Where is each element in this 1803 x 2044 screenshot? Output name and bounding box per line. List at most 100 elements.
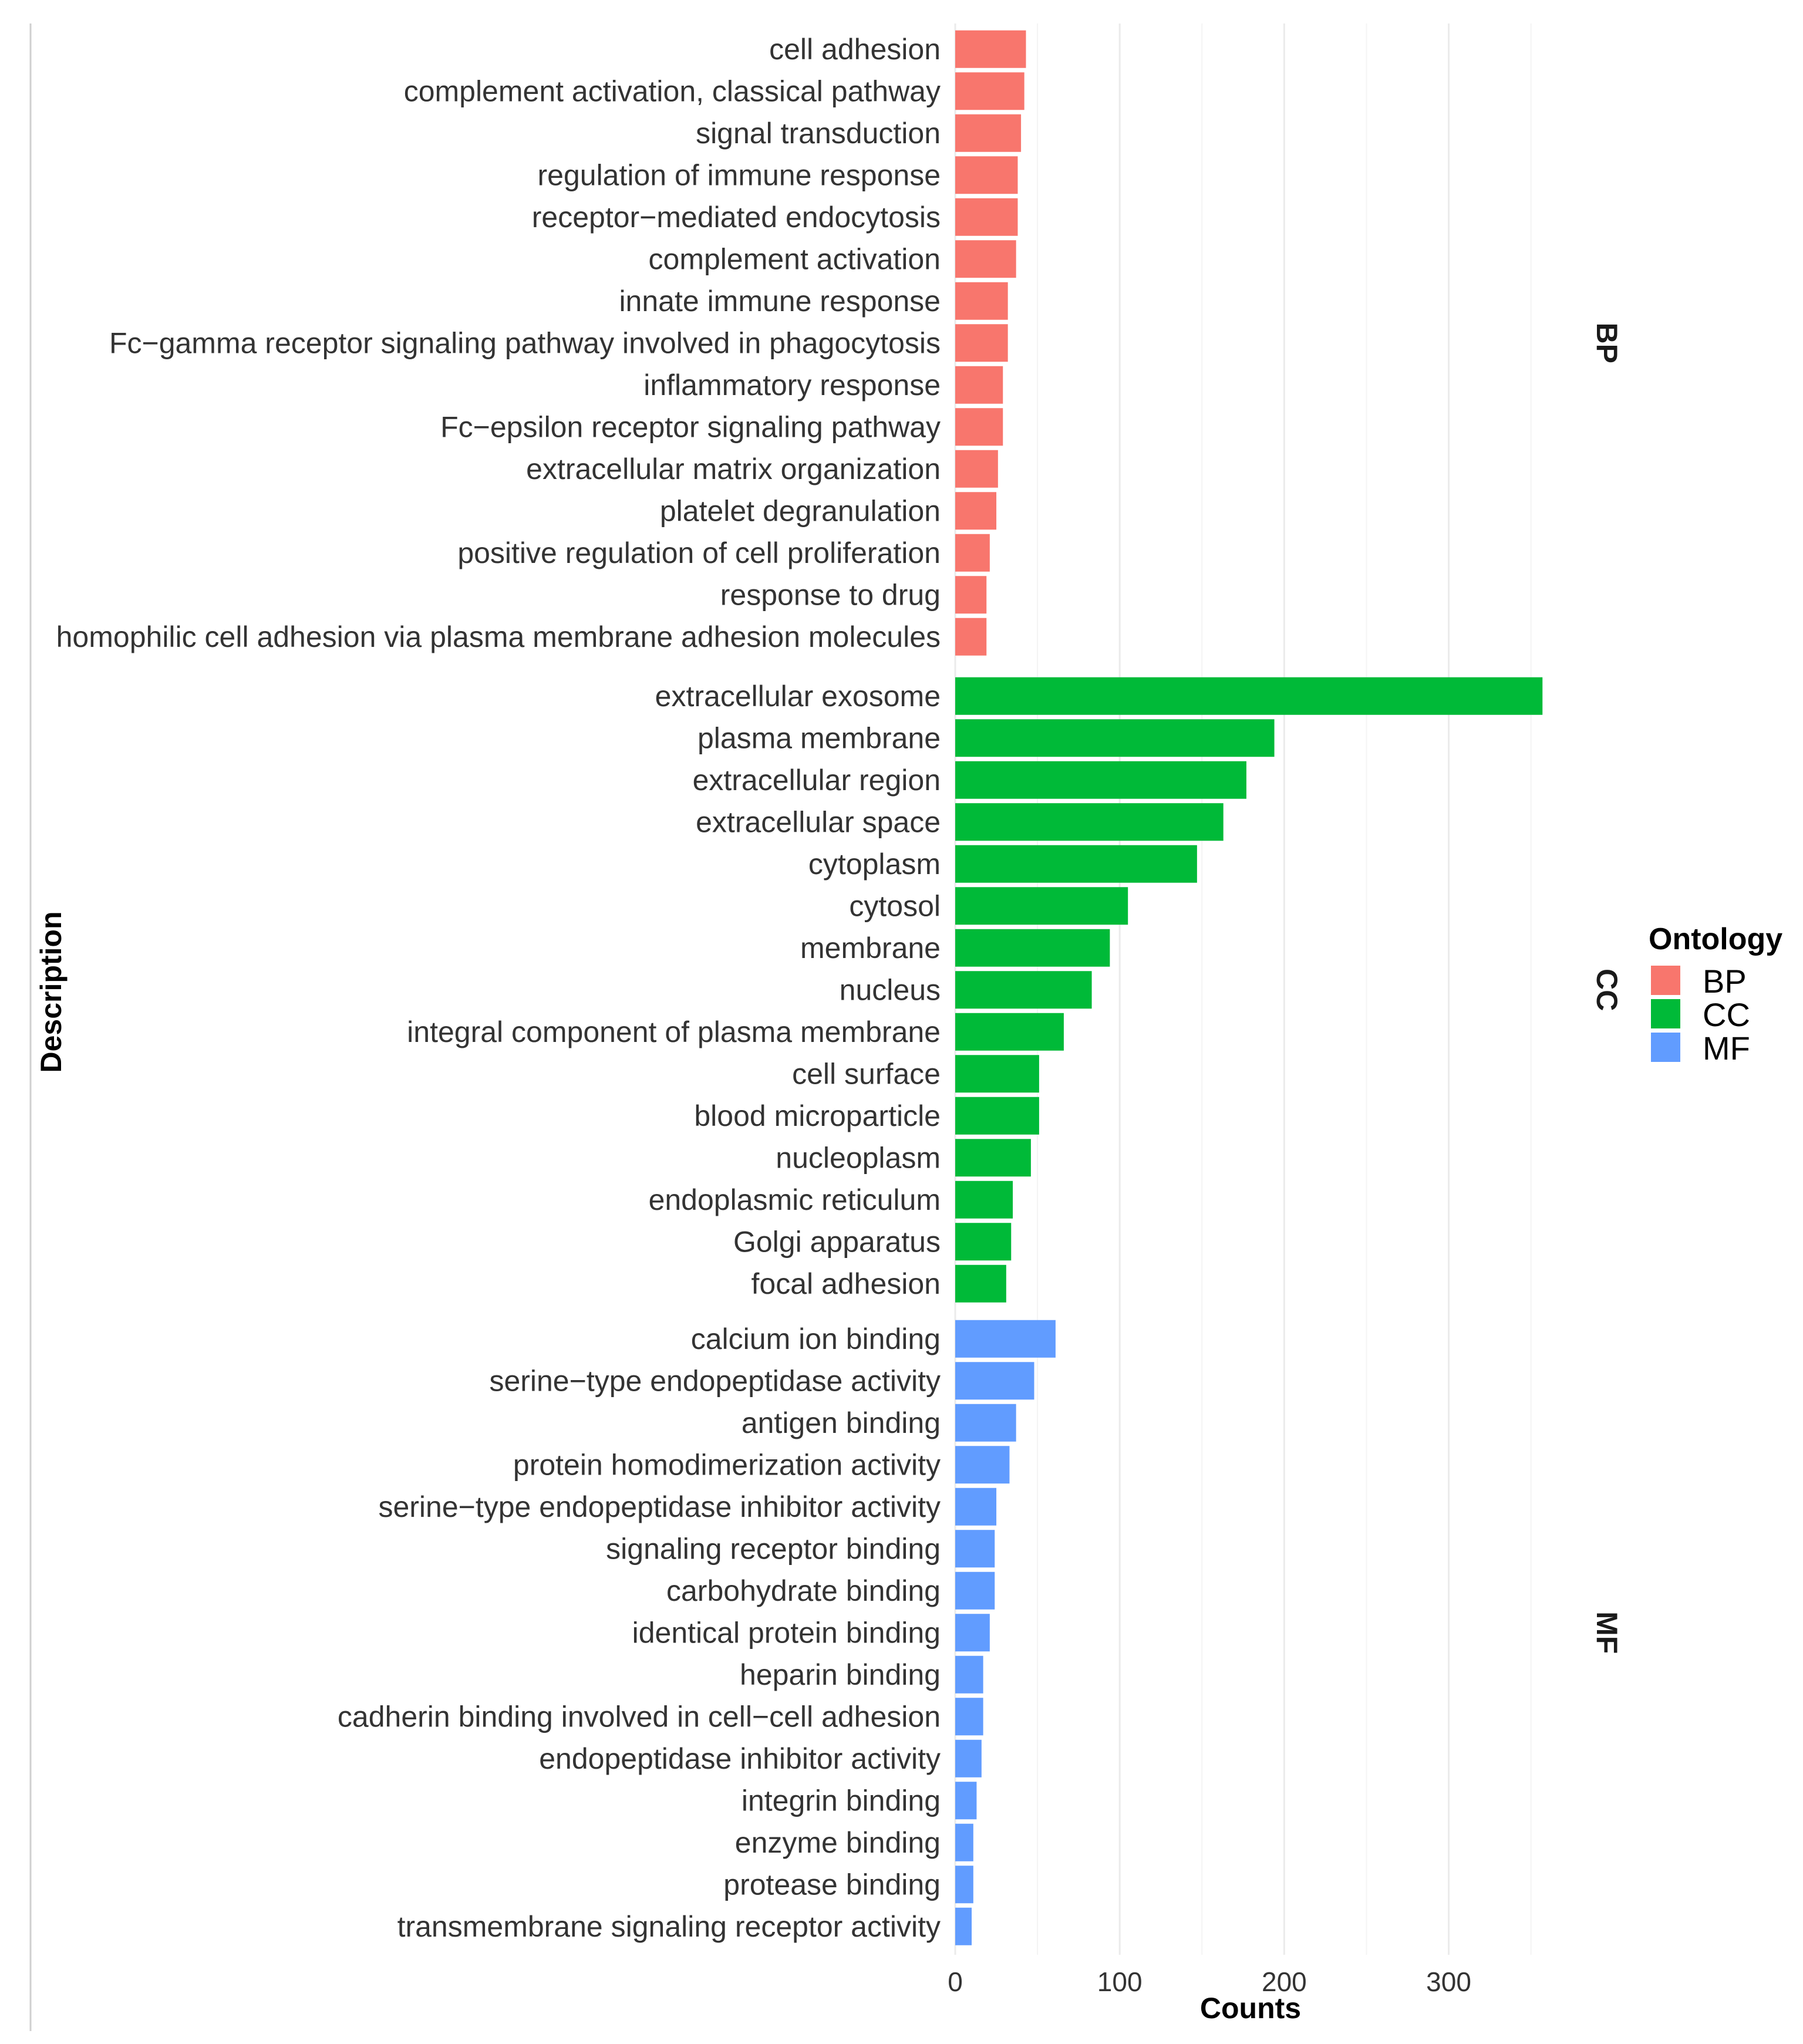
category-label-bp-1: cell adhesion [769, 33, 941, 66]
category-label-bp-2: complement activation, classical pathway [404, 75, 941, 107]
legend-label-bp: BP [1703, 963, 1747, 1000]
bar-cc-13 [955, 1180, 1013, 1219]
bar-cc-7 [955, 929, 1110, 967]
category-label-cc-1: extracellular exosome [655, 680, 941, 713]
category-label-cc-5: cytoplasm [808, 848, 941, 881]
bar-mf-15 [955, 1907, 972, 1945]
x-tick-label-100: 100 [1097, 1967, 1143, 1997]
bar-cc-11 [955, 1097, 1039, 1135]
category-label-mf-9: heparin binding [740, 1658, 941, 1691]
category-label-mf-3: antigen binding [742, 1406, 941, 1439]
category-label-cc-2: plasma membrane [697, 721, 941, 754]
category-label-bp-4: regulation of immune response [538, 158, 941, 191]
category-labels-layer: cell adhesion complement activation, clas… [56, 33, 941, 1943]
category-label-mf-10: cadherin binding involved in cell−cell a… [338, 1700, 941, 1733]
x-axis-title: Counts [1200, 1992, 1301, 2025]
category-label-bp-13: positive regulation of cell proliferatio… [457, 537, 941, 569]
bar-cc-5 [955, 845, 1197, 883]
legend-key-cc [1651, 999, 1680, 1028]
x-tick-label-300: 300 [1426, 1967, 1471, 1997]
category-label-mf-7: carbohydrate binding [666, 1574, 941, 1607]
category-label-cc-10: cell surface [792, 1057, 941, 1090]
bar-bp-10 [955, 408, 1003, 446]
bar-mf-11 [955, 1739, 982, 1777]
bar-bp-1 [955, 30, 1026, 68]
category-label-bp-11: extracellular matrix organization [526, 453, 941, 485]
category-label-bp-15: homophilic cell adhesion via plasma memb… [56, 620, 941, 653]
bars-layer [955, 30, 1543, 1945]
category-label-cc-8: nucleus [840, 973, 941, 1006]
bar-bp-5 [955, 198, 1018, 236]
category-label-bp-3: signal transduction [696, 117, 941, 150]
bar-bp-14 [955, 576, 987, 614]
category-label-mf-15: transmembrane signaling receptor activit… [397, 1910, 941, 1943]
category-label-mf-14: protease binding [723, 1868, 941, 1901]
category-label-mf-8: identical protein binding [632, 1616, 941, 1649]
category-label-cc-14: Golgi apparatus [733, 1225, 941, 1258]
bar-cc-9 [955, 1013, 1064, 1051]
y-axis-title: Description [35, 911, 68, 1072]
category-label-cc-13: endoplasmic reticulum [649, 1183, 941, 1216]
category-label-cc-7: membrane [800, 932, 941, 964]
bar-cc-15 [955, 1264, 1006, 1303]
category-label-bp-10: Fc−epsilon receptor signaling pathway [440, 410, 941, 443]
category-label-cc-6: cytosol [849, 889, 941, 922]
category-label-bp-6: complement activation [649, 242, 941, 275]
bar-bp-3 [955, 114, 1022, 152]
category-label-mf-11: endopeptidase inhibitor activity [539, 1742, 941, 1775]
category-label-mf-13: enzyme binding [735, 1826, 941, 1859]
bar-mf-10 [955, 1698, 983, 1736]
category-label-mf-12: integrin binding [742, 1784, 941, 1817]
category-label-mf-1: calcium ion binding [691, 1323, 941, 1355]
category-label-cc-4: extracellular space [696, 805, 941, 838]
bar-mf-4 [955, 1446, 1010, 1484]
bar-bp-8 [955, 324, 1008, 362]
x-tick-label-0: 0 [948, 1967, 963, 1997]
category-label-mf-6: signaling receptor binding [606, 1532, 941, 1565]
bar-mf-9 [955, 1655, 983, 1694]
bar-bp-9 [955, 366, 1003, 404]
bar-mf-1 [955, 1320, 1056, 1358]
bar-cc-8 [955, 971, 1092, 1009]
bar-mf-12 [955, 1782, 977, 1820]
panel-strip-mf: MF [1590, 1611, 1623, 1654]
bar-bp-11 [955, 450, 998, 488]
category-label-bp-12: platelet degranulation [660, 494, 941, 527]
bar-mf-13 [955, 1823, 973, 1861]
bar-cc-10 [955, 1055, 1039, 1093]
panel-strips-layer: BP CC MF [1590, 323, 1623, 1654]
bar-cc-14 [955, 1223, 1012, 1261]
bar-bp-15 [955, 618, 987, 656]
panel-strip-bp: BP [1590, 323, 1623, 363]
bar-cc-12 [955, 1139, 1031, 1177]
legend-key-bp [1651, 966, 1680, 995]
category-label-mf-5: serine−type endopeptidase inhibitor acti… [378, 1490, 941, 1523]
bar-cc-6 [955, 887, 1128, 925]
bar-cc-2 [955, 719, 1275, 757]
category-label-cc-9: integral component of plasma membrane [407, 1016, 941, 1048]
legend-label-mf: MF [1703, 1030, 1750, 1067]
bar-bp-6 [955, 240, 1016, 278]
bar-mf-2 [955, 1362, 1034, 1400]
category-label-mf-2: serine−type endopeptidase activity [489, 1364, 941, 1397]
bar-cc-1 [955, 677, 1543, 715]
category-label-mf-4: protein homodimerization activity [513, 1448, 941, 1481]
category-label-bp-8: Fc−gamma receptor signaling pathway invo… [109, 326, 941, 359]
bar-mf-3 [955, 1404, 1016, 1442]
bar-bp-4 [955, 156, 1018, 194]
bar-bp-7 [955, 282, 1008, 320]
bar-bp-2 [955, 72, 1024, 110]
x-tick-label-200: 200 [1262, 1967, 1307, 1997]
category-label-cc-3: extracellular region [693, 764, 941, 797]
category-label-bp-5: receptor−mediated endocytosis [532, 201, 941, 234]
bar-mf-7 [955, 1571, 995, 1610]
category-label-cc-12: nucleoplasm [776, 1141, 941, 1174]
bar-mf-8 [955, 1614, 990, 1652]
category-label-bp-7: innate immune response [619, 285, 941, 318]
bar-cc-3 [955, 761, 1246, 799]
bar-cc-4 [955, 803, 1224, 841]
legend-label-cc: CC [1703, 996, 1750, 1033]
panel-strip-cc: CC [1590, 969, 1623, 1011]
